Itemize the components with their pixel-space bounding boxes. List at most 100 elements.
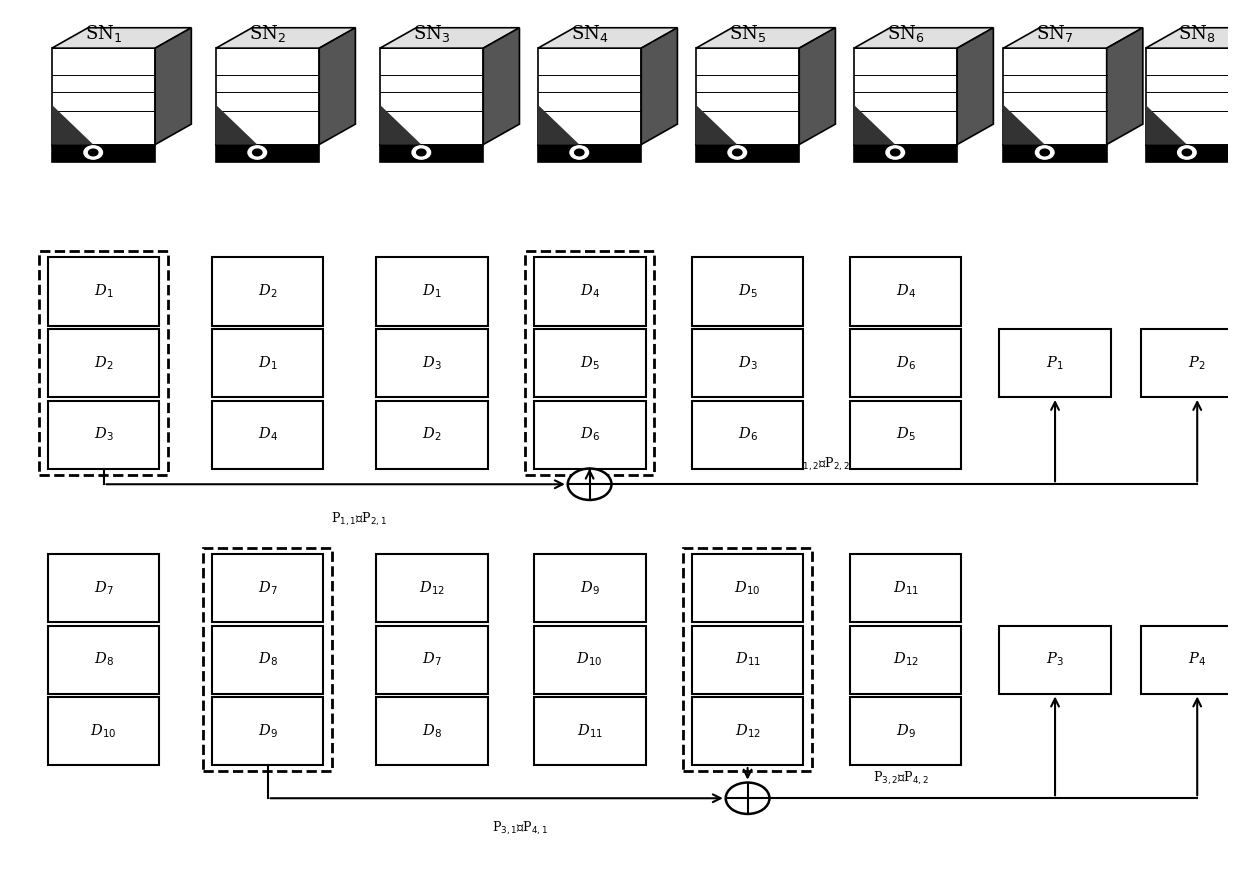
Text: D$_1$: D$_1$	[94, 283, 113, 300]
Circle shape	[412, 146, 430, 159]
Text: D$_4$: D$_4$	[258, 425, 278, 443]
Polygon shape	[696, 144, 800, 161]
Text: D$_{11}$: D$_{11}$	[893, 579, 919, 597]
Circle shape	[725, 782, 770, 814]
Polygon shape	[1003, 105, 1045, 144]
Polygon shape	[854, 28, 993, 48]
FancyBboxPatch shape	[849, 400, 961, 468]
Text: D$_9$: D$_9$	[895, 722, 915, 740]
FancyBboxPatch shape	[212, 257, 324, 326]
Text: D$_9$: D$_9$	[258, 722, 278, 740]
FancyBboxPatch shape	[47, 626, 160, 693]
Circle shape	[568, 468, 611, 500]
FancyBboxPatch shape	[849, 626, 961, 693]
Circle shape	[733, 150, 742, 156]
Text: SN$_1$: SN$_1$	[86, 23, 122, 44]
Circle shape	[253, 150, 262, 156]
Polygon shape	[1003, 144, 1106, 161]
Polygon shape	[1146, 28, 1240, 48]
Text: D$_{10}$: D$_{10}$	[734, 579, 761, 597]
Text: D$_4$: D$_4$	[895, 283, 915, 300]
Circle shape	[417, 150, 427, 156]
FancyBboxPatch shape	[47, 257, 160, 326]
FancyBboxPatch shape	[47, 697, 160, 765]
FancyBboxPatch shape	[533, 554, 646, 622]
FancyBboxPatch shape	[692, 400, 804, 468]
Polygon shape	[52, 48, 155, 144]
Text: P$_2$: P$_2$	[1188, 354, 1207, 372]
FancyBboxPatch shape	[376, 554, 487, 622]
Circle shape	[890, 150, 900, 156]
Text: D$_5$: D$_5$	[895, 425, 915, 443]
Polygon shape	[854, 105, 895, 144]
Polygon shape	[1146, 48, 1240, 144]
Text: P$_3$: P$_3$	[1047, 651, 1064, 668]
FancyBboxPatch shape	[533, 329, 646, 397]
Polygon shape	[538, 28, 677, 48]
Polygon shape	[538, 48, 641, 144]
FancyBboxPatch shape	[376, 257, 487, 326]
Polygon shape	[696, 28, 836, 48]
Polygon shape	[379, 105, 422, 144]
Polygon shape	[800, 28, 836, 144]
FancyBboxPatch shape	[533, 257, 646, 326]
Polygon shape	[696, 48, 800, 144]
Text: P$_4$: P$_4$	[1188, 651, 1207, 668]
FancyBboxPatch shape	[533, 400, 646, 468]
Circle shape	[1178, 146, 1197, 159]
Text: D$_7$: D$_7$	[258, 579, 278, 597]
Polygon shape	[155, 28, 191, 144]
Polygon shape	[696, 105, 738, 144]
Text: D$_7$: D$_7$	[422, 651, 441, 668]
Text: D$_1$: D$_1$	[258, 354, 278, 372]
Text: P$_1$: P$_1$	[1047, 354, 1064, 372]
Text: D$_8$: D$_8$	[258, 651, 278, 668]
Polygon shape	[52, 144, 155, 161]
FancyBboxPatch shape	[47, 400, 160, 468]
Circle shape	[248, 146, 267, 159]
FancyBboxPatch shape	[1141, 626, 1240, 693]
Polygon shape	[484, 28, 520, 144]
Text: D$_6$: D$_6$	[579, 425, 600, 443]
FancyBboxPatch shape	[47, 554, 160, 622]
Circle shape	[885, 146, 904, 159]
FancyBboxPatch shape	[692, 697, 804, 765]
Polygon shape	[1146, 105, 1187, 144]
FancyBboxPatch shape	[212, 400, 324, 468]
Polygon shape	[319, 28, 356, 144]
Text: SN$_8$: SN$_8$	[1178, 23, 1216, 44]
Polygon shape	[1003, 48, 1106, 144]
Text: P$_{1,1}$、P$_{2,1}$: P$_{1,1}$、P$_{2,1}$	[331, 510, 387, 528]
Text: D$_3$: D$_3$	[422, 354, 441, 372]
FancyBboxPatch shape	[212, 554, 324, 622]
FancyBboxPatch shape	[533, 697, 646, 765]
FancyBboxPatch shape	[692, 257, 804, 326]
Text: D$_1$: D$_1$	[422, 283, 441, 300]
FancyBboxPatch shape	[212, 329, 324, 397]
Circle shape	[1035, 146, 1054, 159]
Text: D$_{12}$: D$_{12}$	[419, 579, 445, 597]
Polygon shape	[641, 28, 677, 144]
Text: SN$_7$: SN$_7$	[1037, 23, 1074, 44]
Polygon shape	[854, 48, 957, 144]
FancyBboxPatch shape	[999, 626, 1111, 693]
Text: SN$_3$: SN$_3$	[413, 23, 450, 44]
Text: D$_4$: D$_4$	[579, 283, 600, 300]
Polygon shape	[1003, 28, 1143, 48]
Polygon shape	[216, 28, 356, 48]
Text: SN$_6$: SN$_6$	[887, 23, 924, 44]
FancyBboxPatch shape	[212, 626, 324, 693]
Polygon shape	[854, 144, 957, 161]
Text: D$_{10}$: D$_{10}$	[91, 722, 117, 740]
Circle shape	[1182, 150, 1192, 156]
Text: D$_6$: D$_6$	[895, 354, 915, 372]
Polygon shape	[379, 48, 484, 144]
FancyBboxPatch shape	[376, 400, 487, 468]
Polygon shape	[52, 28, 191, 48]
FancyBboxPatch shape	[849, 697, 961, 765]
FancyBboxPatch shape	[849, 329, 961, 397]
Text: D$_7$: D$_7$	[94, 579, 113, 597]
Text: D$_5$: D$_5$	[580, 354, 599, 372]
Text: D$_2$: D$_2$	[258, 283, 278, 300]
FancyBboxPatch shape	[376, 697, 487, 765]
